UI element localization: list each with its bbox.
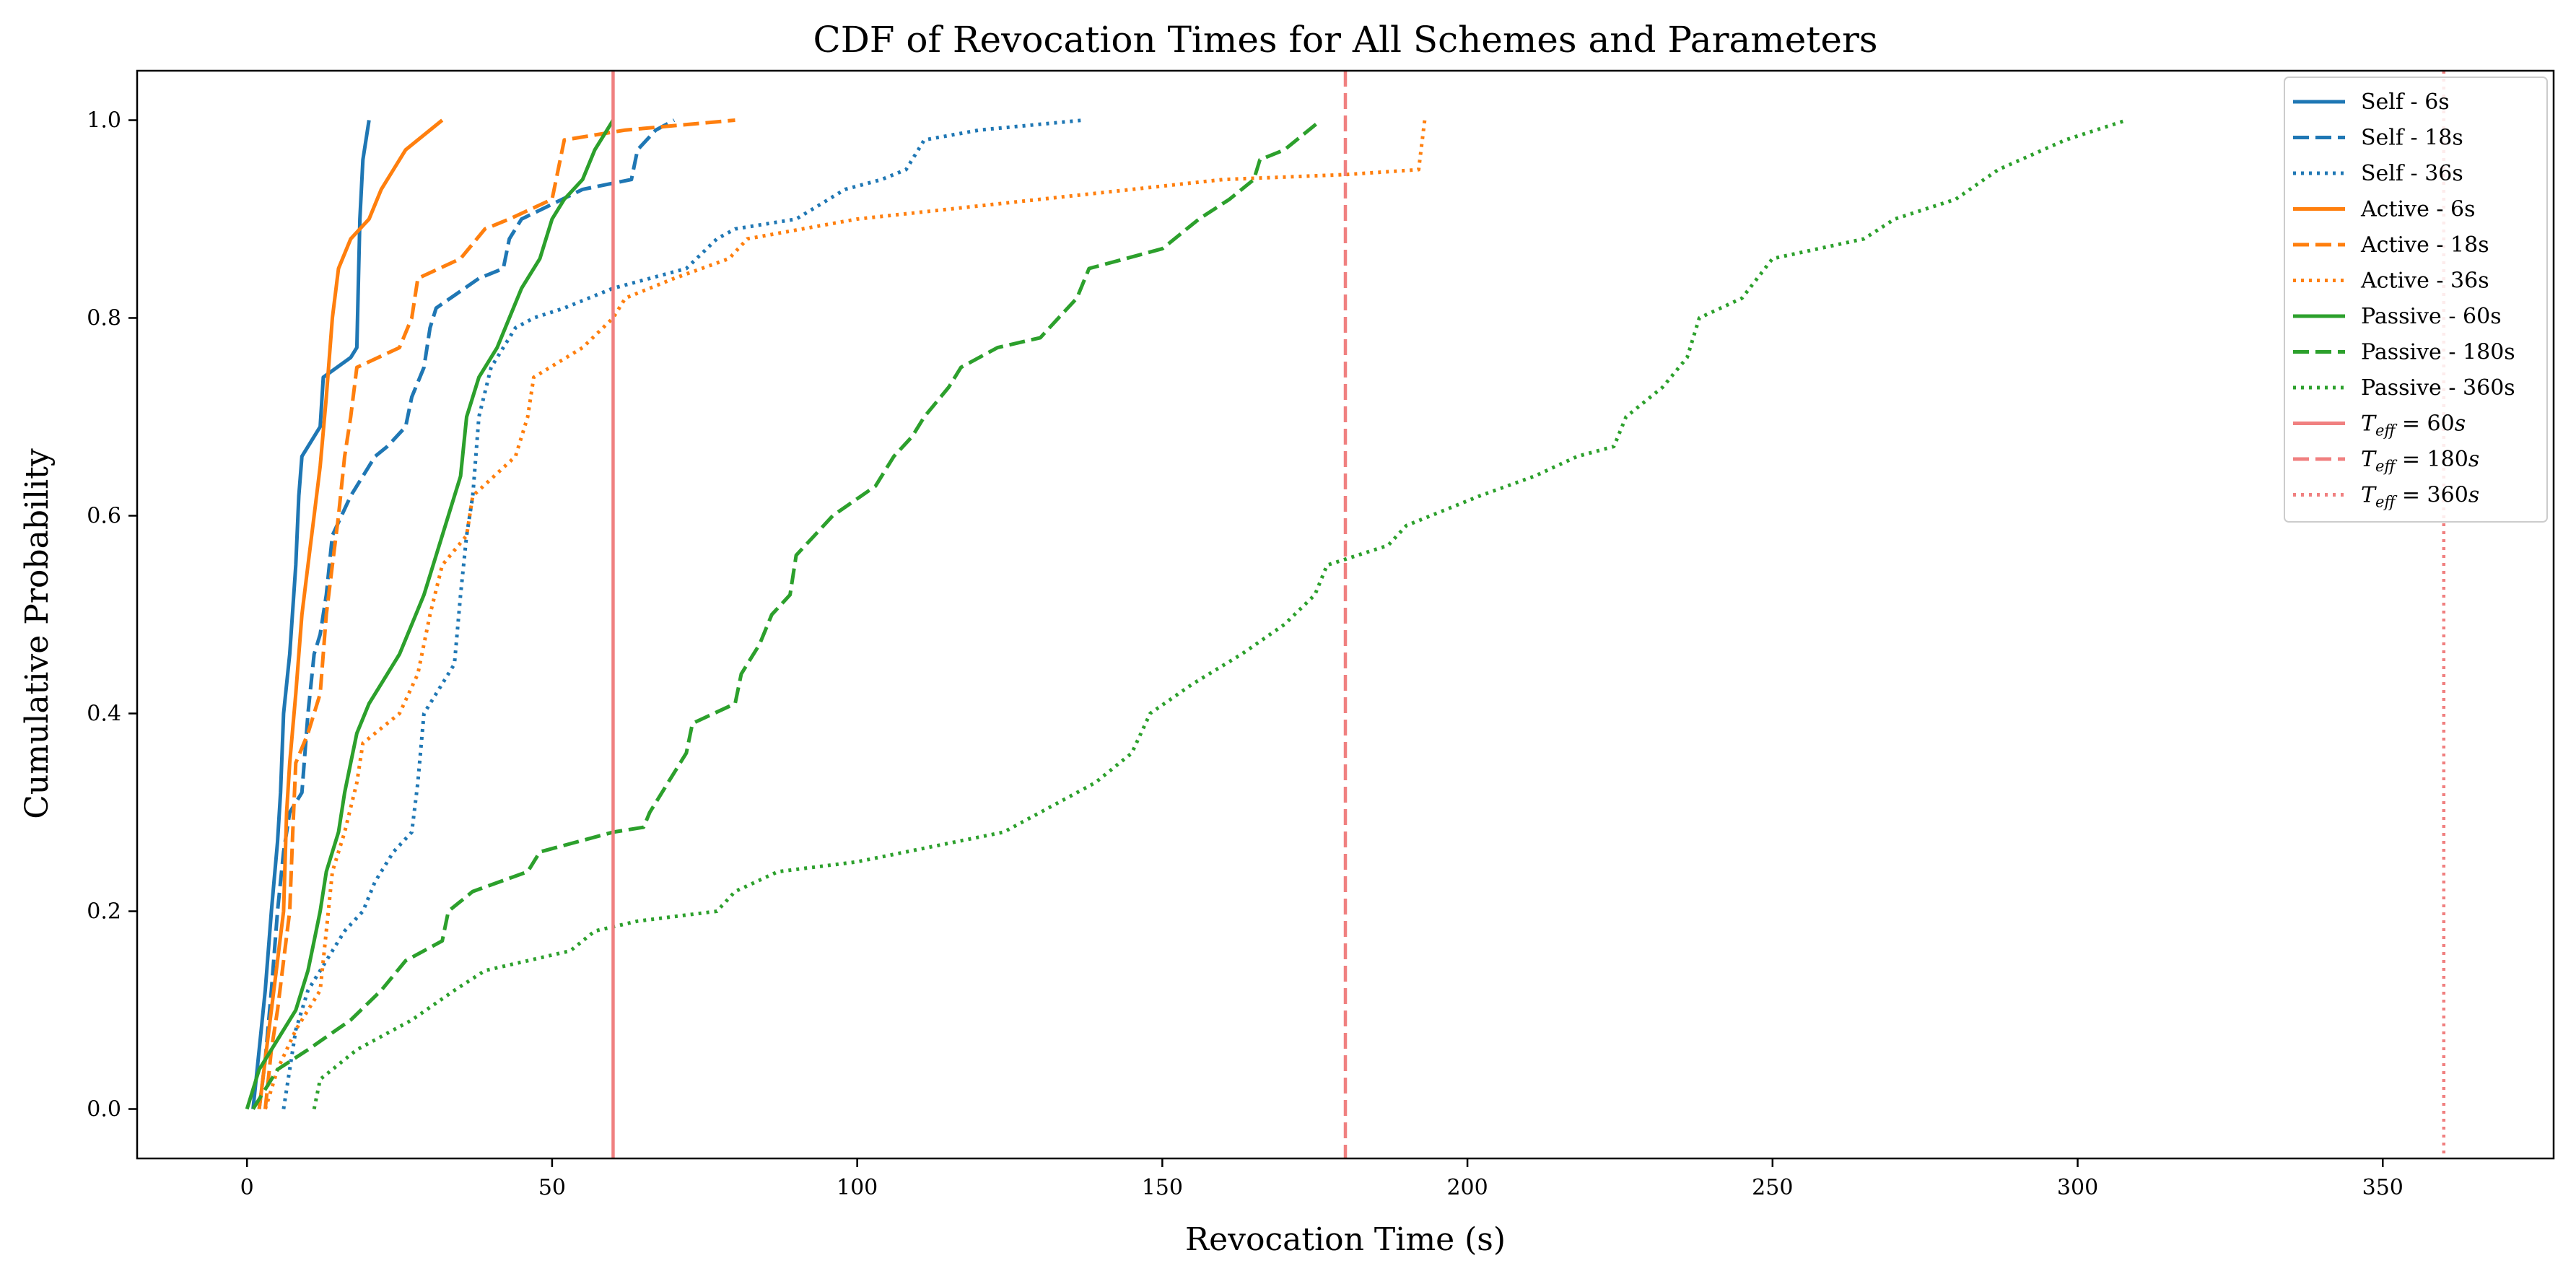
legend-label: Teff = 360s (2361, 483, 2479, 511)
legend-label: Passive - 360s (2361, 375, 2515, 401)
series-line-passive-60s (245, 119, 615, 1110)
legend-label: Active - 36s (2360, 269, 2489, 294)
series-line-active-6s (257, 118, 444, 1109)
y-tick-label: 0.2 (87, 899, 121, 925)
y-tick-label: 0.0 (87, 1097, 121, 1122)
y-tick-label: 1.0 (87, 108, 121, 134)
legend: Self - 6s Self - 18s Self - 36s Active - 6s… (2284, 77, 2548, 523)
legend-box (2284, 77, 2548, 523)
series-line-active-36s (263, 120, 1427, 1110)
x-tick-label: 50 (538, 1175, 566, 1200)
chart-title: CDF of Revocation Times for All Schemes … (813, 19, 1877, 61)
legend-label: Active - 18s (2360, 232, 2489, 258)
x-tick-label: 0 (240, 1175, 254, 1200)
legend-label: Self - 36s (2361, 161, 2463, 186)
legend-label: Self - 6s (2361, 90, 2450, 115)
x-tick-label: 350 (2362, 1175, 2403, 1200)
x-tick-label: 200 (1446, 1175, 1488, 1200)
y-axis-label: Cumulative Probability (19, 448, 56, 819)
y-tick-label: 0.8 (87, 306, 121, 331)
y-tick-label: 0.4 (87, 702, 121, 727)
series-line-passive-360s (312, 118, 2127, 1110)
legend-label: Active - 6s (2360, 197, 2476, 222)
series-layer (245, 71, 2446, 1158)
legend-label: Passive - 60s (2361, 304, 2502, 329)
plot-area-frame (136, 69, 2555, 1160)
series-line-self-18s (257, 118, 676, 1109)
x-tick-label: 250 (1752, 1175, 1793, 1200)
legend-label: Passive - 180s (2361, 340, 2515, 365)
axis-ticks: 0 50 100 150 200 250 300 350 0.0 0.2 0.4 0.6 0.8 1.0 (87, 108, 2403, 1201)
y-tick-label: 0.6 (87, 504, 121, 529)
x-axis-label: Revocation Time (s) (1185, 1221, 1506, 1258)
series-line-self-6s (251, 120, 371, 1109)
x-tick-label: 150 (1142, 1175, 1183, 1200)
x-tick-label: 300 (2057, 1175, 2098, 1200)
series-line-passive-180s (251, 118, 1322, 1110)
legend-label: Self - 18s (2361, 126, 2463, 151)
legend-label: Teff = 60s (2361, 411, 2466, 440)
x-tick-label: 100 (837, 1175, 878, 1200)
series-line-active-18s (263, 118, 735, 1109)
legend-label: Teff = 180s (2361, 447, 2479, 475)
